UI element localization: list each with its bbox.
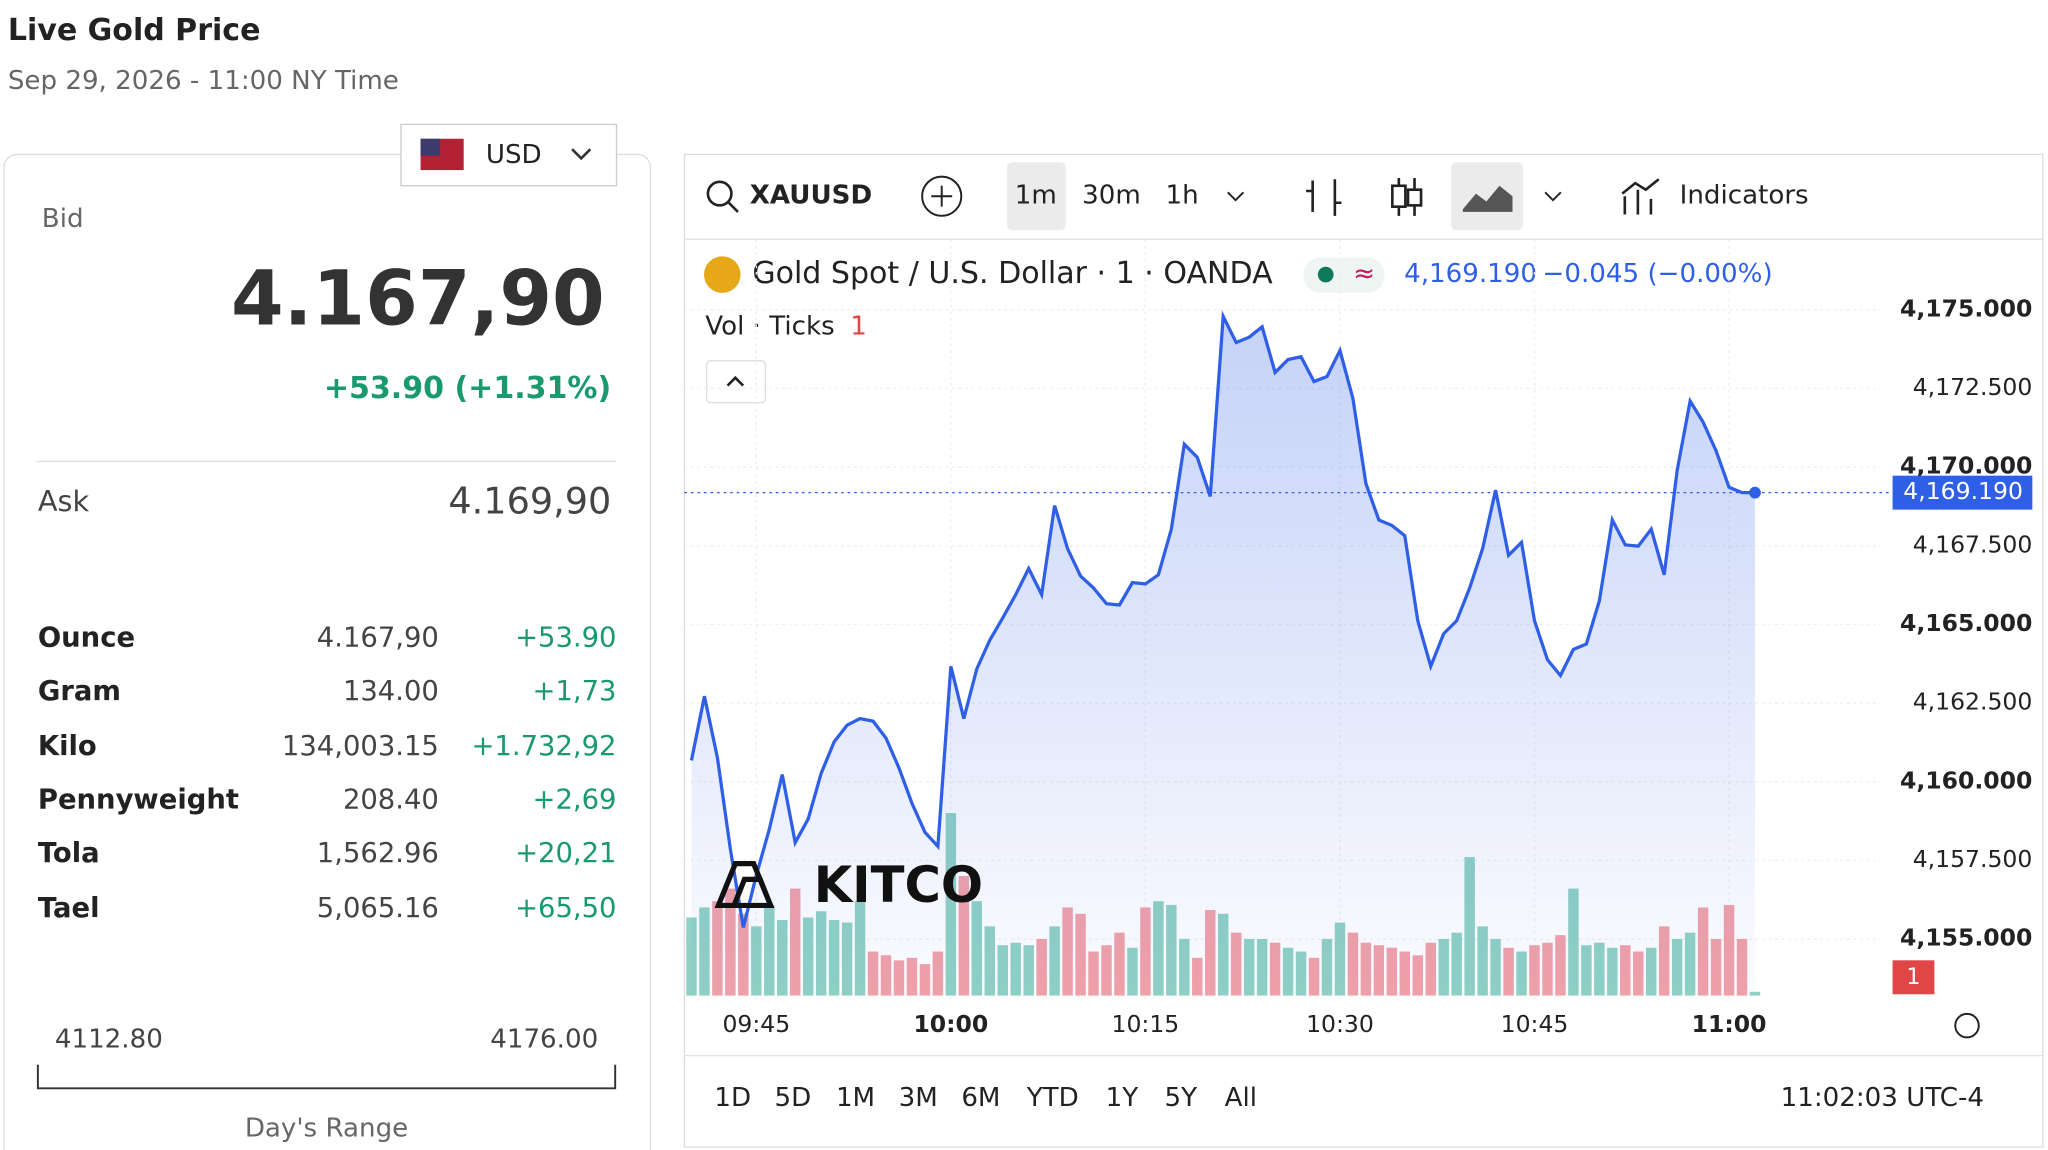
ask-label: Ask	[38, 484, 90, 518]
chevron	[571, 148, 592, 161]
y-tick-label: 4,170.000	[1900, 452, 2032, 480]
watermark-logo	[714, 861, 775, 909]
badge-text: 1	[1906, 964, 1920, 990]
range-button[interactable]: 1M	[836, 1083, 875, 1113]
watermark: KITCO	[814, 856, 983, 914]
unit-name: Tola	[38, 838, 100, 869]
area-active[interactable]	[1451, 162, 1523, 231]
unit-price: 1,562.96	[317, 838, 439, 869]
bid-label: Bid	[42, 204, 84, 234]
range-label: Day's Range	[245, 1113, 408, 1143]
volume-label: Vol · Ticks	[705, 311, 834, 341]
interval[interactable]: 1m	[1015, 181, 1057, 211]
unit-change: +2,69	[532, 784, 616, 815]
status-dot	[1317, 266, 1334, 283]
unit-name: Gram	[38, 676, 121, 707]
price-marker	[1892, 475, 2033, 510]
y-tick-label: 4,167.500	[1913, 530, 2033, 558]
candle-icon	[1391, 184, 1407, 208]
interval-active	[1007, 162, 1066, 231]
range-low: 4112.80	[55, 1024, 163, 1054]
candle-icon	[1406, 188, 1423, 207]
y-tick-label: 4,172.500	[1913, 373, 2033, 401]
y-tick-label: 4,155.000	[1900, 924, 2032, 952]
x-tick-label: 10:30	[1306, 1010, 1374, 1038]
y-tick-label: 4,175.000	[1900, 294, 2032, 322]
area-icon	[1462, 185, 1513, 212]
unit-change: +1,73	[532, 676, 616, 707]
range-high: 4176.00	[490, 1024, 598, 1054]
ask-price: 4.169,90	[448, 480, 611, 523]
quote-card	[3, 153, 652, 1150]
price-marker-label: 4,169.190	[1903, 477, 2023, 505]
last-price: 4,169.190	[1404, 259, 1537, 289]
unit-price: 208.40	[343, 784, 439, 815]
x-tick-label: 10:15	[1112, 1010, 1180, 1038]
settings-icon[interactable]	[1954, 1012, 1980, 1039]
y-tick-label: 4,162.500	[1913, 688, 2033, 716]
subtitle: Sep 29, 2026 - 11:00 NY Time	[8, 66, 399, 96]
price-change: −0.045 (−0.00%)	[1543, 259, 1773, 289]
unit-name: Tael	[38, 893, 100, 924]
y-tick-label: 4,160.000	[1900, 766, 2032, 794]
range-button[interactable]: 6M	[961, 1083, 1000, 1113]
bid-change: +53.90 (+1.31%)	[324, 371, 611, 406]
unit-price: 134.00	[343, 676, 439, 707]
plot	[684, 239, 1893, 1003]
flag-canton	[420, 138, 441, 156]
status-wave: ≈	[1353, 259, 1375, 289]
range-button[interactable]: 5Y	[1164, 1083, 1197, 1113]
volume-count: 1	[850, 311, 867, 341]
search-icon	[727, 201, 739, 213]
unit-change: +20,21	[515, 838, 616, 869]
unit-name: Ounce	[38, 622, 135, 653]
chevron[interactable]	[1544, 191, 1562, 202]
area	[691, 316, 1755, 996]
y-tick-label: 4,165.000	[1900, 609, 2032, 637]
collapse-button[interactable]	[705, 360, 767, 404]
chevron[interactable]	[1227, 191, 1245, 202]
unit-price: 5,065.16	[317, 893, 439, 924]
badge	[1892, 960, 1935, 995]
unit-change: +65,50	[515, 893, 616, 924]
unit-name: Kilo	[38, 731, 97, 762]
x-tick-label: 10:45	[1501, 1010, 1569, 1038]
unit-price: 134,003.15	[282, 731, 439, 762]
range-bar	[36, 1064, 617, 1090]
clock: 11:02:03 UTC-4	[1781, 1083, 1984, 1113]
interval[interactable]: 1h	[1165, 181, 1198, 211]
range-button[interactable]: 5D	[774, 1083, 811, 1113]
last-point	[1749, 486, 1761, 499]
range-button[interactable]: 3M	[899, 1083, 938, 1113]
page-title: Live Gold Price	[8, 13, 261, 48]
range-button[interactable]: All	[1225, 1083, 1257, 1113]
indicators[interactable]: Indicators	[1680, 181, 1809, 211]
interval[interactable]: 30m	[1082, 181, 1141, 211]
unit-change: +53.90	[515, 622, 616, 653]
status-pill	[1303, 257, 1385, 293]
gold-icon	[704, 256, 741, 293]
collapse-icon	[726, 375, 745, 387]
range-button[interactable]: 1D	[714, 1083, 751, 1113]
x-tick-label: 11:00	[1692, 1010, 1767, 1038]
unit-change: +1.732,92	[471, 731, 616, 762]
search-icon[interactable]	[706, 180, 733, 207]
price-line	[689, 310, 1755, 928]
add-button	[931, 185, 953, 207]
x-tick-label: 09:45	[722, 1010, 790, 1038]
range-button[interactable]: YTD	[1026, 1083, 1079, 1113]
currency: USD	[486, 140, 542, 170]
unit-name: Pennyweight	[38, 784, 239, 815]
x-tick-label: 10:00	[913, 1010, 988, 1038]
y-tick-label: 4,157.500	[1913, 845, 2033, 873]
chart-title: Gold Spot / U.S. Dollar · 1 · OANDA	[752, 256, 1273, 291]
bars-icon[interactable]	[1306, 179, 1342, 216]
bid-price: 4.167,90	[231, 254, 605, 342]
symbol[interactable]: XAUUSD	[750, 181, 872, 211]
indicators-icon	[1621, 178, 1660, 215]
unit-price: 4.167,90	[317, 622, 439, 653]
range-button[interactable]: 1Y	[1106, 1083, 1139, 1113]
add-button[interactable]	[921, 175, 963, 217]
